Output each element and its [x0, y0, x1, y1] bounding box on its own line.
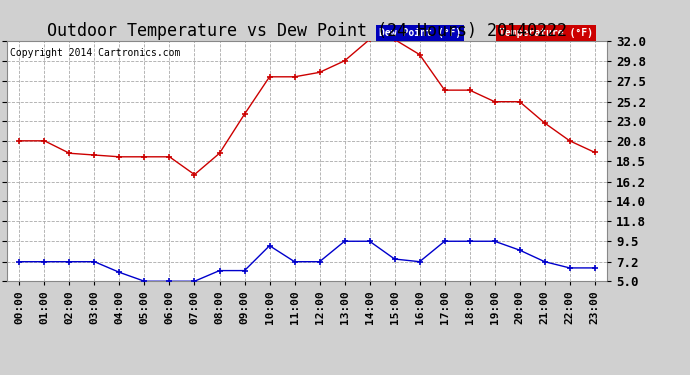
Text: Copyright 2014 Cartronics.com: Copyright 2014 Cartronics.com: [10, 48, 180, 58]
Title: Outdoor Temperature vs Dew Point (24 Hours) 20140222: Outdoor Temperature vs Dew Point (24 Hou…: [47, 22, 567, 40]
Text: Dew Point (°F): Dew Point (°F): [379, 28, 462, 38]
Text: Temperature (°F): Temperature (°F): [499, 28, 593, 38]
